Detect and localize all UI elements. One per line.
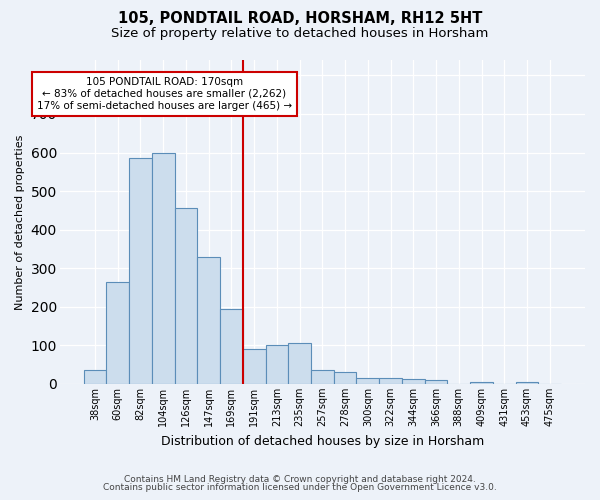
Text: Contains HM Land Registry data © Crown copyright and database right 2024.: Contains HM Land Registry data © Crown c… — [124, 474, 476, 484]
X-axis label: Distribution of detached houses by size in Horsham: Distribution of detached houses by size … — [161, 434, 484, 448]
Bar — [402, 380, 425, 384]
Text: 105 PONDTAIL ROAD: 170sqm
← 83% of detached houses are smaller (2,262)
17% of se: 105 PONDTAIL ROAD: 170sqm ← 83% of detac… — [37, 78, 292, 110]
Bar — [266, 346, 288, 384]
Bar — [515, 382, 538, 384]
Bar — [106, 282, 129, 384]
Bar — [243, 349, 266, 384]
Bar — [334, 372, 356, 384]
Bar — [288, 344, 311, 384]
Bar — [129, 158, 152, 384]
Text: Contains public sector information licensed under the Open Government Licence v3: Contains public sector information licen… — [103, 484, 497, 492]
Bar — [356, 378, 379, 384]
Bar — [220, 308, 243, 384]
Bar — [470, 382, 493, 384]
Bar — [152, 152, 175, 384]
Bar — [83, 370, 106, 384]
Bar — [425, 380, 448, 384]
Bar — [197, 256, 220, 384]
Bar — [311, 370, 334, 384]
Text: Size of property relative to detached houses in Horsham: Size of property relative to detached ho… — [112, 28, 488, 40]
Text: 105, PONDTAIL ROAD, HORSHAM, RH12 5HT: 105, PONDTAIL ROAD, HORSHAM, RH12 5HT — [118, 11, 482, 26]
Bar — [379, 378, 402, 384]
Y-axis label: Number of detached properties: Number of detached properties — [15, 134, 25, 310]
Bar — [175, 208, 197, 384]
